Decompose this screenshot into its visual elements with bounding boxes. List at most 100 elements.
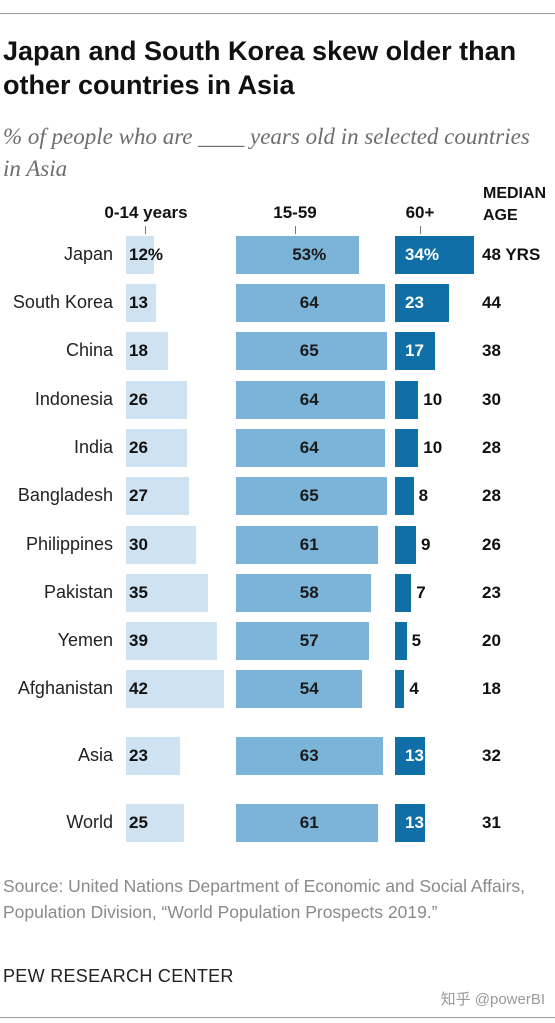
median-header-line-1: MEDIAN xyxy=(483,185,547,202)
median-age-yemen: 20 xyxy=(482,631,501,650)
category-label-asia: Asia xyxy=(77,745,113,765)
value-label-afghanistan-15-59: 54 xyxy=(299,679,319,698)
value-label-pakistan-15-59: 58 xyxy=(299,583,319,602)
bar-japan-0-14 xyxy=(126,236,154,274)
bar-asia-0-14 xyxy=(126,737,180,775)
bar-afghanistan-0-14 xyxy=(126,670,224,708)
source-note: Source: United Nations Department of Eco… xyxy=(3,876,526,922)
value-label-indonesia-0-14: 26 xyxy=(129,390,148,409)
category-label-afghanistan: Afghanistan xyxy=(17,678,113,698)
organization-credit: PEW RESEARCH CENTER xyxy=(3,966,234,986)
category-label-bangladesh: Bangladesh xyxy=(17,485,113,505)
bar-philippines-60-plus xyxy=(395,526,416,564)
category-label-japan: Japan xyxy=(63,244,113,264)
bar-pakistan-60-plus xyxy=(395,574,412,612)
bar-afghanistan-60-plus xyxy=(395,670,405,708)
watermark: 知乎 @powerBI xyxy=(440,991,545,1008)
value-label-india-0-14: 26 xyxy=(129,438,148,457)
bar-india-60-plus xyxy=(395,429,419,467)
bar-china-0-14 xyxy=(126,332,168,370)
bar-indonesia-60-plus xyxy=(395,381,419,419)
median-header-line-2: AGE xyxy=(483,207,518,224)
bar-japan-60-plus xyxy=(395,236,475,274)
value-label-yemen-15-59: 57 xyxy=(299,631,319,650)
bar-china-15-59 xyxy=(236,332,388,370)
bar-yemen-60-plus xyxy=(395,622,407,660)
bar-pakistan-15-59 xyxy=(236,574,372,612)
category-label-world: World xyxy=(66,812,113,832)
value-label-world-15-59: 61 xyxy=(299,813,319,832)
value-label-afghanistan-0-14: 42 xyxy=(129,679,148,698)
category-label-pakistan: Pakistan xyxy=(43,582,113,602)
bar-india-15-59 xyxy=(236,429,386,467)
bar-bangladesh-15-59 xyxy=(236,477,388,515)
bar-world-15-59 xyxy=(236,804,379,842)
bar-japan-15-59 xyxy=(236,236,360,274)
value-label-pakistan-60-plus: 7 xyxy=(416,583,426,602)
bar-bangladesh-0-14 xyxy=(126,477,189,515)
median-age-bangladesh: 28 xyxy=(482,486,501,505)
value-label-china-0-14: 18 xyxy=(129,341,148,360)
chart-subtitle: % of people who are ____ years old in se… xyxy=(3,124,530,181)
bar-south-korea-60-plus xyxy=(395,284,449,322)
value-label-bangladesh-15-59: 65 xyxy=(299,486,319,505)
top-rule xyxy=(0,13,555,14)
bar-asia-60-plus xyxy=(395,737,426,775)
bar-india-0-14 xyxy=(126,429,187,467)
median-age-pakistan: 23 xyxy=(482,583,501,602)
value-label-indonesia-15-59: 64 xyxy=(299,390,319,409)
category-label-indonesia: Indonesia xyxy=(34,389,113,409)
value-label-south-korea-15-59: 64 xyxy=(299,293,319,312)
column-header-60-plus: 60+ xyxy=(405,203,435,222)
bar-world-60-plus xyxy=(395,804,426,842)
category-label-philippines: Philippines xyxy=(25,534,113,554)
category-label-south-korea: South Korea xyxy=(12,292,113,312)
category-label-india: India xyxy=(73,437,113,457)
median-age-south-korea: 44 xyxy=(482,293,501,312)
bar-pakistan-0-14 xyxy=(126,574,208,612)
bar-asia-15-59 xyxy=(236,737,383,775)
bottom-rule xyxy=(0,1017,555,1018)
column-header-15-59: 15-59 xyxy=(273,203,317,222)
value-label-yemen-0-14: 39 xyxy=(129,631,148,650)
median-age-afghanistan: 18 xyxy=(482,679,501,698)
median-age-world: 31 xyxy=(482,813,501,832)
bar-china-60-plus xyxy=(395,332,435,370)
column-tick-60-plus xyxy=(420,226,421,234)
bar-indonesia-15-59 xyxy=(236,381,386,419)
bar-bangladesh-60-plus xyxy=(395,477,414,515)
median-age-indonesia: 30 xyxy=(482,390,501,409)
bar-afghanistan-15-59 xyxy=(236,670,362,708)
value-label-china-15-59: 65 xyxy=(299,341,319,360)
column-tick-15-59 xyxy=(295,226,296,234)
value-label-japan-15-59: 53% xyxy=(292,245,327,264)
bar-yemen-0-14 xyxy=(126,622,217,660)
bar-south-korea-0-14 xyxy=(126,284,157,322)
value-label-philippines-15-59: 61 xyxy=(299,535,319,554)
median-age-philippines: 26 xyxy=(482,535,501,554)
bar-philippines-15-59 xyxy=(236,526,379,564)
median-age-india: 28 xyxy=(482,438,501,457)
value-label-philippines-60-plus: 9 xyxy=(420,535,431,554)
value-label-south-korea-0-14: 13 xyxy=(129,293,148,312)
bar-yemen-15-59 xyxy=(236,622,369,660)
median-age-china: 38 xyxy=(482,341,501,360)
value-label-pakistan-0-14: 35 xyxy=(129,583,148,602)
value-label-bangladesh-0-14: 27 xyxy=(129,486,148,505)
chart-title: Japan and South Korea skew older than ot… xyxy=(3,36,517,100)
category-label-china: China xyxy=(65,340,113,360)
value-label-japan-0-14: 12% xyxy=(129,245,164,264)
value-label-asia-0-14: 23 xyxy=(129,746,148,765)
category-label-yemen: Yemen xyxy=(57,630,113,650)
value-label-india-60-plus: 10 xyxy=(423,438,443,457)
value-label-south-korea-60-plus: 23 xyxy=(405,293,424,312)
value-label-bangladesh-60-plus: 8 xyxy=(418,486,429,505)
value-label-yemen-60-plus: 5 xyxy=(411,631,422,650)
median-age-japan: 48 YRS xyxy=(482,245,541,264)
value-label-india-15-59: 64 xyxy=(299,438,319,457)
bar-world-0-14 xyxy=(126,804,185,842)
value-label-indonesia-60-plus: 10 xyxy=(423,390,443,409)
value-label-japan-60-plus: 34% xyxy=(405,245,440,264)
value-label-afghanistan-60-plus: 4 xyxy=(409,679,419,698)
bar-south-korea-15-59 xyxy=(236,284,386,322)
